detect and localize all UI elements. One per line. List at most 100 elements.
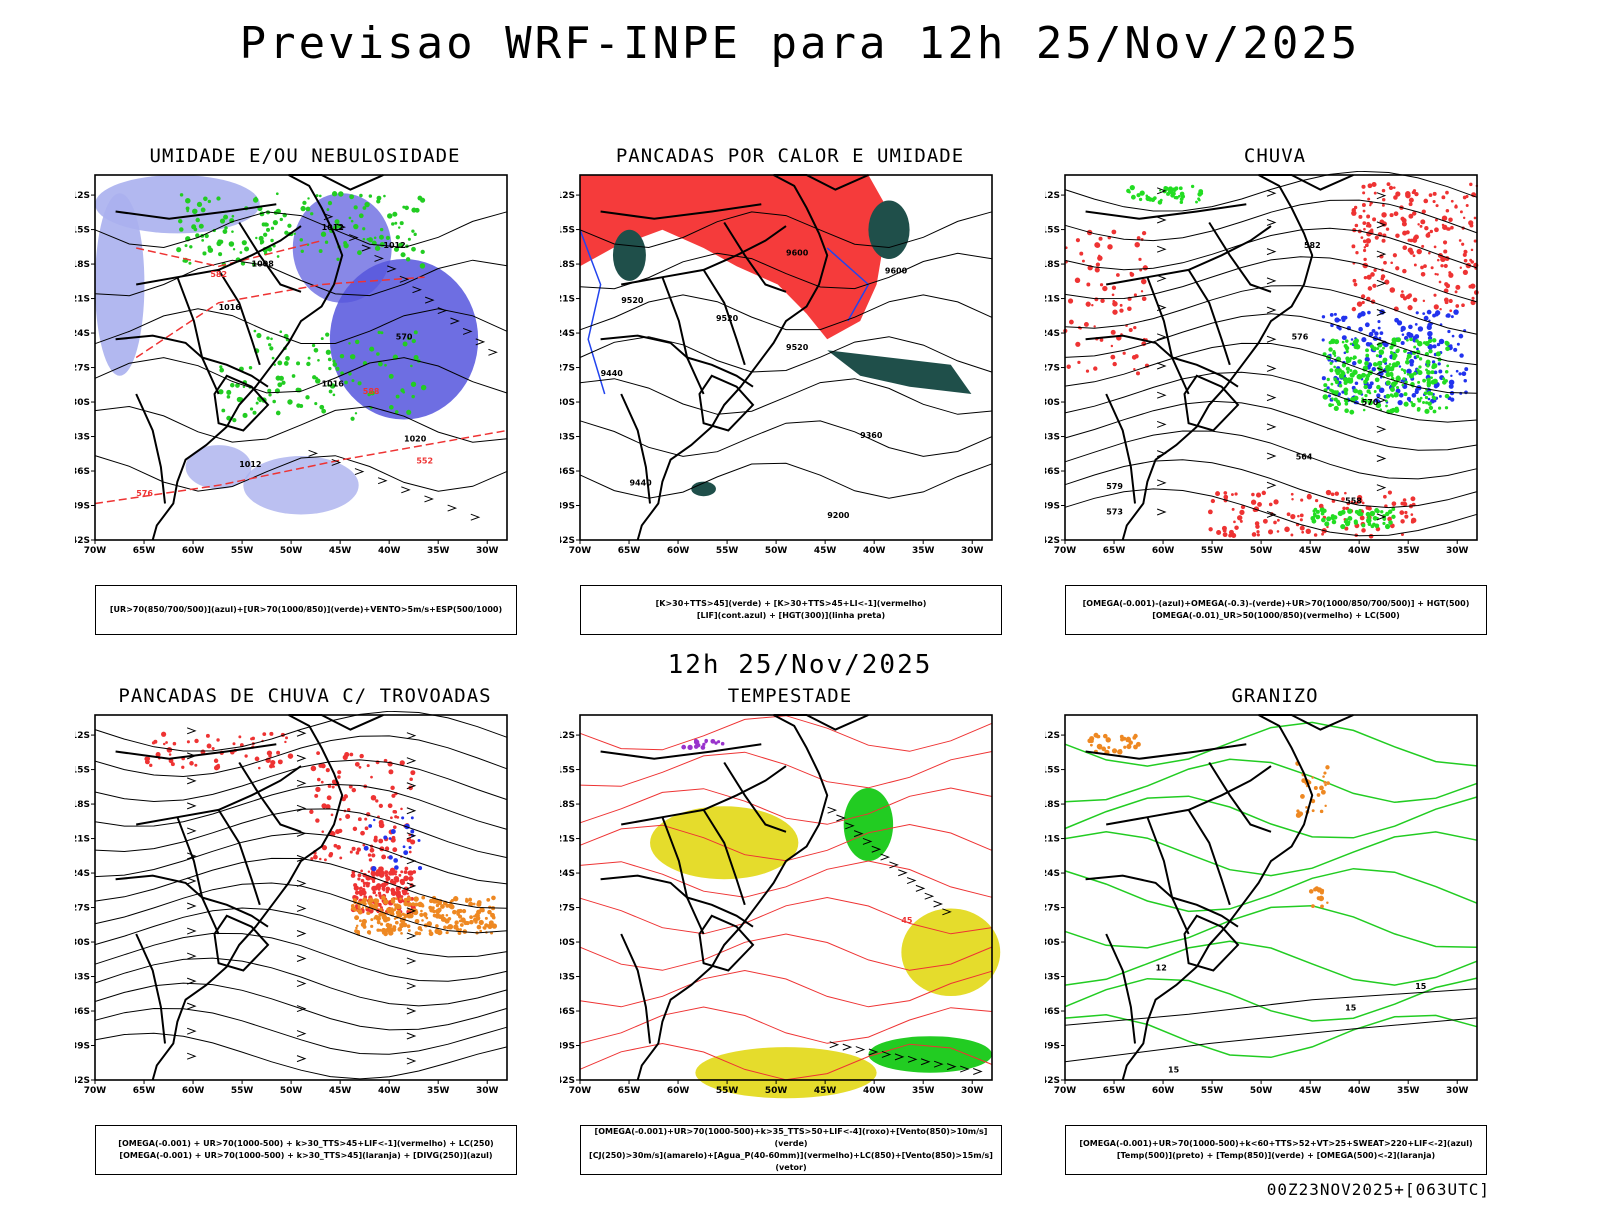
lon-tick-label: 45W [814, 1086, 837, 1096]
lat-tick-label: 15S [560, 766, 575, 776]
streamline-250 [94, 711, 508, 752]
streamline-250 [94, 832, 508, 885]
lat-tick-label: 27S [1045, 364, 1060, 374]
isobar [94, 259, 508, 297]
legend-line: [OMEGA(-0.01)_UR>50(1000/850)(vermelho) … [1152, 611, 1400, 620]
country-border [1208, 761, 1272, 833]
lon-tick-label: 70W [1054, 1086, 1077, 1096]
lon-tick-label: 30W [476, 1086, 499, 1096]
streamline-arrow [186, 727, 417, 740]
lat-tick-label: 30S [560, 398, 575, 408]
streamline-850 [579, 969, 993, 1008]
country-border [621, 225, 787, 286]
country-border [1105, 933, 1136, 1044]
lon-tick-label: 55W [1201, 1086, 1224, 1096]
lat-tick-label: 12S [1045, 731, 1060, 741]
lat-tick-label: 21S [560, 295, 575, 305]
panel-tempestade: TEMPESTADE 12S 15S 18S 21S 24S 27S 30S 33S 36S 39… [560, 685, 1020, 1205]
country-border [176, 816, 220, 935]
country-border [1085, 203, 1247, 220]
country-border [217, 269, 261, 366]
omega-orange [1308, 886, 1329, 909]
lon-tick-label: 70W [569, 1086, 592, 1096]
streamline-arrow [1156, 362, 1387, 375]
lat-tick-label: 30S [1045, 938, 1060, 948]
lat-tick-label: 42S [75, 1076, 90, 1086]
lon-tick-label: 65W [618, 546, 641, 556]
streamline [1064, 459, 1478, 509]
streamline-250 [94, 882, 508, 934]
contour-label: 576 [136, 489, 153, 498]
contour-label: 1020 [404, 434, 427, 443]
streamline-250 [94, 982, 508, 1031]
lat-tick-label: 15S [1045, 766, 1060, 776]
legend-line: [Temp(500)](preto) + [Temp(850)](verde) … [1116, 1151, 1436, 1160]
contour-label: 1008 [252, 259, 275, 268]
country-border [686, 896, 754, 928]
panel-legend: [OMEGA(-0.001)-(azul)+OMEGA(-0.3)-(verde… [1065, 585, 1487, 635]
contour-label: 9520 [621, 296, 644, 305]
temp-850-contour [1064, 905, 1478, 949]
lat-tick-label: 21S [1045, 835, 1060, 845]
country-border [600, 334, 688, 359]
run-timestamp: 00Z23NOV2025+[063UTC] [1266, 1180, 1490, 1199]
streamline-850 [579, 1006, 993, 1044]
lon-tick-label: 35W [1397, 546, 1420, 556]
streamline [1064, 313, 1478, 366]
country-border [1187, 269, 1231, 366]
streamline-arrow [1156, 274, 1387, 287]
lat-tick-label: 39S [560, 1042, 575, 1052]
lat-tick-label: 33S [560, 973, 575, 983]
height-contour-300 [579, 211, 993, 249]
panel-title: CHUVA [1243, 145, 1307, 167]
panel-title: PANCADAS POR CALOR E UMIDADE [615, 145, 965, 167]
panel-pancadas-calor: PANCADAS POR CALOR E UMIDADE 12S 15S 18S 21… [560, 145, 1020, 665]
lon-tick-label: 60W [667, 546, 690, 556]
jet-stream-yellow [695, 1047, 877, 1099]
country-border [723, 761, 787, 833]
lon-tick-label: 70W [569, 546, 592, 556]
contour-label: 15 [1168, 1066, 1180, 1075]
streamline [1064, 400, 1478, 451]
lat-tick-label: 42S [560, 1076, 575, 1086]
lat-tick-label: 42S [1045, 536, 1060, 546]
temp-850-contour [1064, 795, 1478, 839]
panel-chuva: CHUVA 12S 15S 18S 21S 24S 27S 30S 33S 36S 39S 42S7… [1045, 145, 1505, 665]
humidity-field-south-west [185, 445, 252, 489]
coastline [1121, 714, 1314, 1081]
lat-tick-label: 24S [1045, 869, 1060, 879]
map-tempestade: 12S 15S 18S 21S 24S 27S 30S 33S 36S 39S 42S70W 65W 6… [560, 714, 1001, 1099]
streamline-850 [579, 896, 993, 935]
legend-line: [OMEGA(-0.001) + UR>70(1000-500) + k>30_… [119, 1151, 493, 1160]
lat-tick-label: 33S [1045, 433, 1060, 443]
contour-label: 9360 [860, 431, 883, 440]
lon-tick-label: 60W [1152, 546, 1175, 556]
lat-tick-label: 24S [560, 869, 575, 879]
rain-green-south [1310, 507, 1396, 530]
lat-tick-label: 18S [560, 800, 575, 810]
contour-label: 570 [1362, 398, 1379, 407]
lat-tick-label: 30S [1045, 398, 1060, 408]
streamline [1064, 430, 1478, 480]
thickness-line [94, 429, 508, 505]
lat-tick-label: 30S [560, 938, 575, 948]
contour-label: 9600 [885, 267, 908, 276]
streamline [1064, 227, 1478, 271]
country-border [620, 393, 651, 504]
lon-tick-label: 30W [476, 546, 499, 556]
map-frame [579, 714, 993, 1081]
temp-850-contour [1064, 940, 1478, 986]
streamline-850 [579, 751, 993, 789]
rain-green-north [1126, 184, 1204, 205]
lon-tick-label: 45W [1299, 1086, 1322, 1096]
lon-tick-label: 45W [329, 1086, 352, 1096]
lat-tick-label: 36S [1045, 467, 1060, 477]
lat-tick-label: 12S [560, 191, 575, 201]
humidity-field-south [243, 456, 359, 515]
streamline-arrow [1156, 391, 1387, 404]
lat-tick-label: 27S [1045, 904, 1060, 914]
lon-tick-label: 50W [1250, 546, 1273, 556]
streamline-arrow [186, 1002, 417, 1015]
lat-tick-label: 24S [1045, 329, 1060, 339]
lat-tick-label: 12S [75, 731, 90, 741]
